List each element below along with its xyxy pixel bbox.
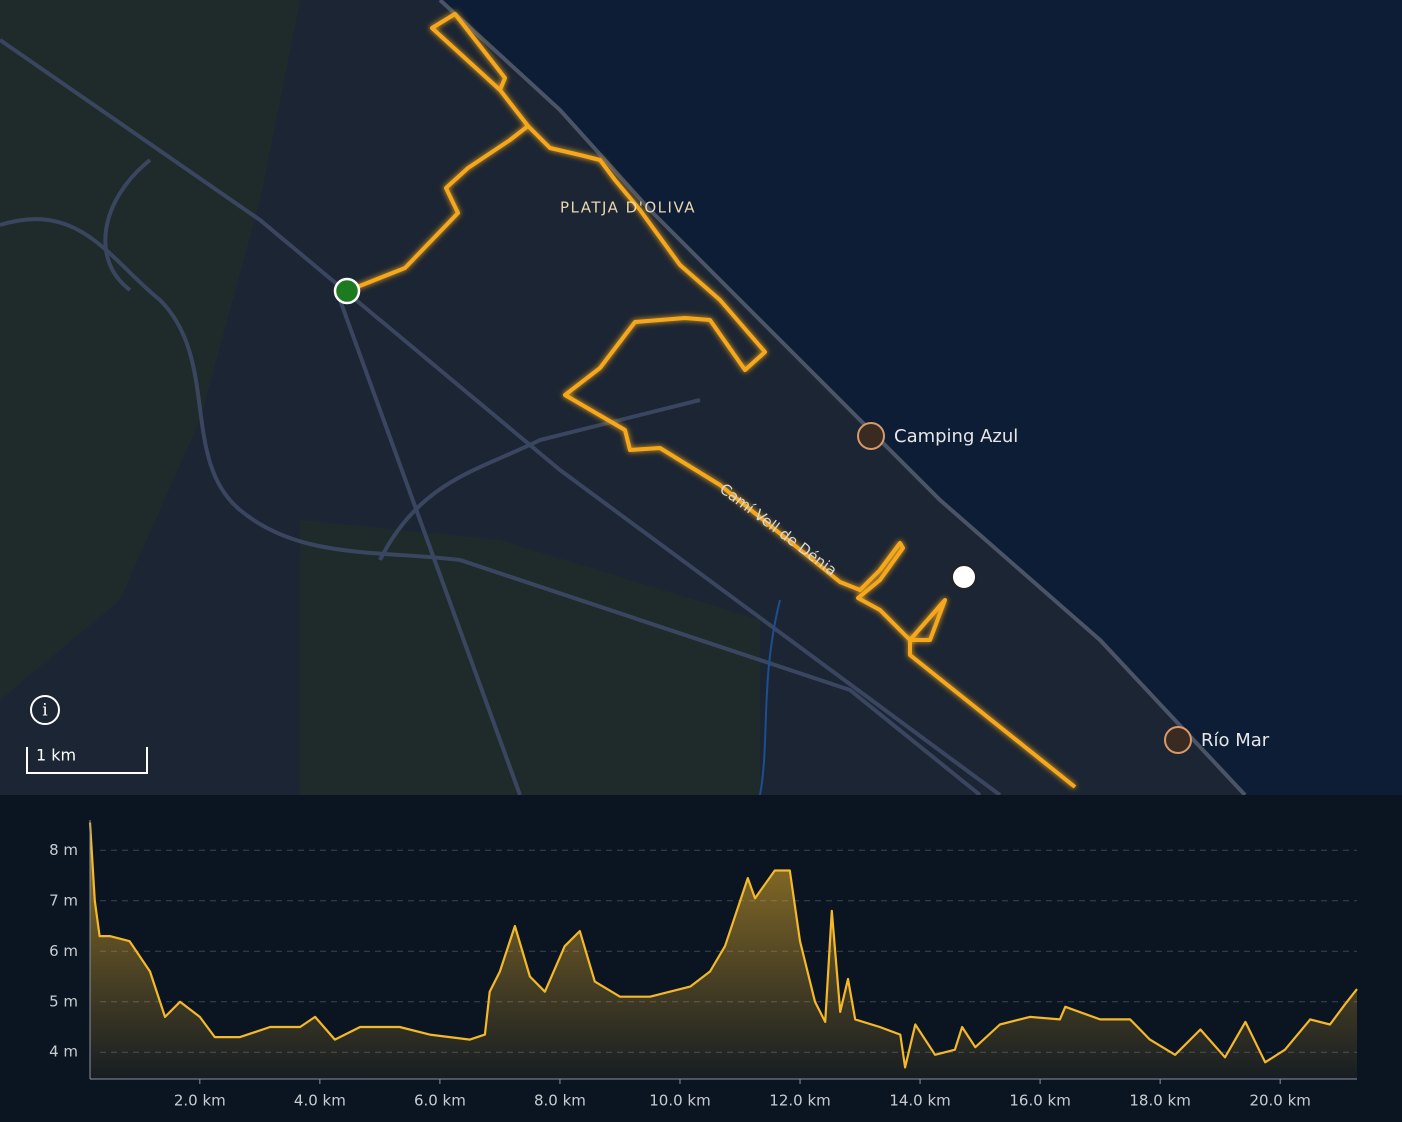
- x-tick-label: 18.0 km: [1129, 1092, 1190, 1110]
- y-tick-label: 8 m: [49, 841, 78, 859]
- scale-bar: [26, 747, 148, 774]
- poi-label[interactable]: Camping Azul: [894, 426, 1018, 447]
- start-marker[interactable]: [333, 277, 361, 305]
- x-tick-label: 20.0 km: [1249, 1092, 1310, 1110]
- roads: [0, 38, 1002, 797]
- elevation-chart: 4 m 5 m 6 m 7 m 8 m 2.0 km 4.0 km 6.0 km 8.0 km 1…: [49, 820, 1358, 1110]
- info-button[interactable]: [30, 695, 60, 725]
- place-label: PLATJA D'OLIVA: [560, 199, 696, 217]
- x-tick-label: 16.0 km: [1009, 1092, 1070, 1110]
- line: [88, 822, 1358, 1069]
- river: [759, 599, 781, 796]
- y-tick-label: 7 m: [49, 891, 78, 909]
- x-tick-label: 12.0 km: [769, 1092, 830, 1110]
- green-area: [0, 0, 300, 700]
- x-tick-label: 10.0 km: [649, 1092, 710, 1110]
- x-tick-label: 2.0 km: [174, 1092, 226, 1110]
- y-tick-label: 4 m: [49, 1043, 78, 1061]
- coastline: [438, 0, 1247, 797]
- x-tick-label: 8.0 km: [534, 1092, 586, 1110]
- scale-label: 1 km: [36, 746, 76, 765]
- map[interactable]: PLATJA D'OLIVA Camí Vell de Dénia Campin…: [0, 0, 1402, 797]
- poi-icon[interactable]: [857, 422, 885, 450]
- y-tick-label: 5 m: [49, 992, 78, 1010]
- x-tick-label: 14.0 km: [889, 1092, 950, 1110]
- info-icon[interactable]: i: [42, 701, 48, 721]
- route: [346, 12, 1077, 789]
- poi-icon[interactable]: [1164, 726, 1192, 754]
- finish-marker[interactable]: [951, 564, 977, 590]
- y-tick-label: 6 m: [49, 942, 78, 960]
- x-tick-label: 4.0 km: [294, 1092, 346, 1110]
- x-tick-label: 6.0 km: [414, 1092, 466, 1110]
- poi-label[interactable]: Río Mar: [1201, 730, 1270, 751]
- green-area: [300, 520, 760, 795]
